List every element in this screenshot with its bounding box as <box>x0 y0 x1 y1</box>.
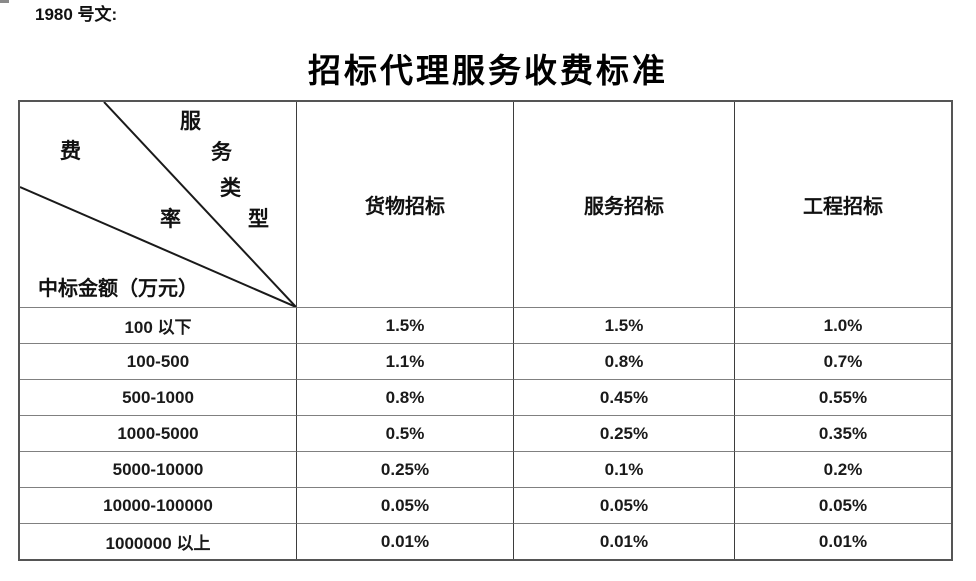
value-cell: 0.25% <box>513 415 734 451</box>
range-cell: 10000-100000 <box>20 487 296 523</box>
value-cell: 1.0% <box>734 307 951 343</box>
corner-type-char: 类 <box>220 176 241 200</box>
value-cell: 0.2% <box>734 451 951 487</box>
value-cell: 1.5% <box>513 307 734 343</box>
range-cell: 1000000 以上 <box>20 523 296 559</box>
corner-type-char: 服 <box>180 109 201 133</box>
value-cell: 0.05% <box>296 487 513 523</box>
value-cell: 0.35% <box>734 415 951 451</box>
value-cell: 0.8% <box>513 343 734 379</box>
column-header-engineering: 工程招标 <box>734 102 951 307</box>
value-cell: 0.5% <box>296 415 513 451</box>
column-header-goods: 货物招标 <box>296 102 513 307</box>
value-cell: 0.1% <box>513 451 734 487</box>
value-cell: 0.05% <box>734 487 951 523</box>
corner-type-char: 型 <box>248 207 269 231</box>
corner-type-char: 务 <box>211 140 232 164</box>
value-cell: 0.8% <box>296 379 513 415</box>
range-cell: 1000-5000 <box>20 415 296 451</box>
value-cell: 0.25% <box>296 451 513 487</box>
corner-rate-char: 费 <box>60 139 81 163</box>
scan-artifact <box>0 0 9 3</box>
value-cell: 0.45% <box>513 379 734 415</box>
value-cell: 1.5% <box>296 307 513 343</box>
corner-amount-label: 中标金额（万元） <box>38 278 198 300</box>
value-cell: 0.55% <box>734 379 951 415</box>
range-cell: 100 以下 <box>20 307 296 343</box>
corner-rate-char: 率 <box>160 207 181 231</box>
range-cell: 100-500 <box>20 343 296 379</box>
value-cell: 0.01% <box>734 523 951 559</box>
value-cell: 1.1% <box>296 343 513 379</box>
value-cell: 0.05% <box>513 487 734 523</box>
range-cell: 500-1000 <box>20 379 296 415</box>
value-cell: 0.01% <box>296 523 513 559</box>
range-cell: 5000-10000 <box>20 451 296 487</box>
page-title: 招标代理服务收费标准 <box>308 54 668 90</box>
diagonal-divider-lines <box>20 102 296 307</box>
fee-table: 服 务 类 型 费 率 中标金额（万元） 货物招标 服务招标 工程招标 100 … <box>18 100 953 561</box>
value-cell: 0.01% <box>513 523 734 559</box>
doc-ref-label: 1980 号文: <box>35 5 118 24</box>
table-corner-cell: 服 务 类 型 费 率 中标金额（万元） <box>20 102 296 307</box>
value-cell: 0.7% <box>734 343 951 379</box>
column-header-services: 服务招标 <box>513 102 734 307</box>
